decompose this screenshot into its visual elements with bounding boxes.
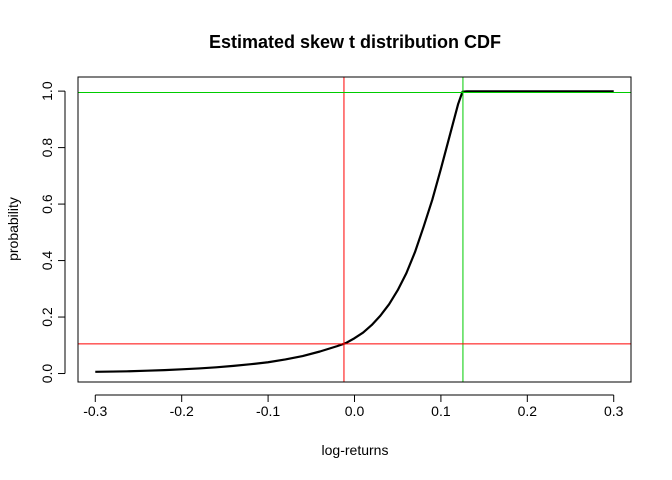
x-tick-label: -0.1 <box>256 403 280 419</box>
x-tick-label: 0.2 <box>518 403 538 419</box>
y-tick-label: 1.0 <box>39 81 55 101</box>
x-tick-label: 0.0 <box>345 403 365 419</box>
plot-area <box>78 77 631 382</box>
y-tick-label: 0.4 <box>39 251 55 271</box>
x-axis: -0.3 -0.2 -0.1 0.0 0.1 0.2 0.3 <box>83 394 624 419</box>
plot-frame <box>77 76 632 383</box>
x-tick-label: 0.3 <box>604 403 624 419</box>
y-axis: 0.0 0.2 0.4 0.6 0.8 1.0 <box>39 81 66 384</box>
x-tick-label: -0.2 <box>170 403 194 419</box>
x-axis-label: log-returns <box>322 442 389 458</box>
y-tick-label: 0.8 <box>39 138 55 158</box>
y-axis-label: probability <box>5 197 21 261</box>
y-tick-label: 0.2 <box>39 307 55 327</box>
x-tick-label: 0.1 <box>431 403 451 419</box>
x-tick-label: -0.3 <box>83 403 107 419</box>
cdf-series-line <box>95 90 614 373</box>
y-tick-label: 0.0 <box>39 364 55 384</box>
y-tick-label: 0.6 <box>39 194 55 214</box>
chart-title: Estimated skew t distribution CDF <box>209 32 501 52</box>
